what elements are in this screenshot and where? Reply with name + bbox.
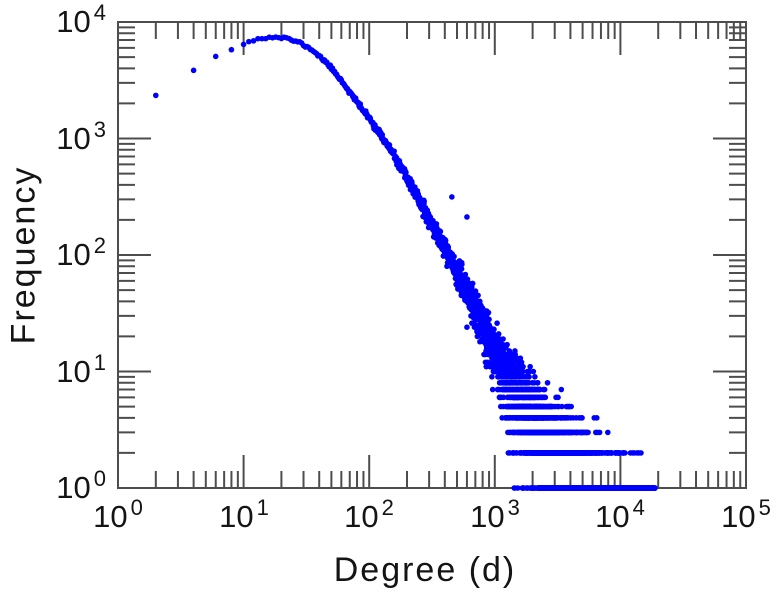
y-tick-label: 10 4 bbox=[56, 0, 106, 40]
x-tick-label: 10 5 bbox=[721, 495, 771, 535]
x-tick-label: 10 0 bbox=[93, 495, 143, 535]
x-tick-label: 10 2 bbox=[344, 495, 394, 535]
y-tick-label: 10 1 bbox=[56, 350, 106, 390]
x-tick-label: 10 3 bbox=[470, 495, 520, 535]
y-tick-label: 10 2 bbox=[56, 233, 106, 273]
y-tick-label: 10 3 bbox=[56, 117, 106, 157]
y-tick-label: 10 0 bbox=[56, 466, 106, 506]
x-axis-title: Degree (d) bbox=[333, 551, 517, 589]
x-tick-label: 10 1 bbox=[219, 495, 269, 535]
x-tick-label: 10 4 bbox=[595, 495, 645, 535]
